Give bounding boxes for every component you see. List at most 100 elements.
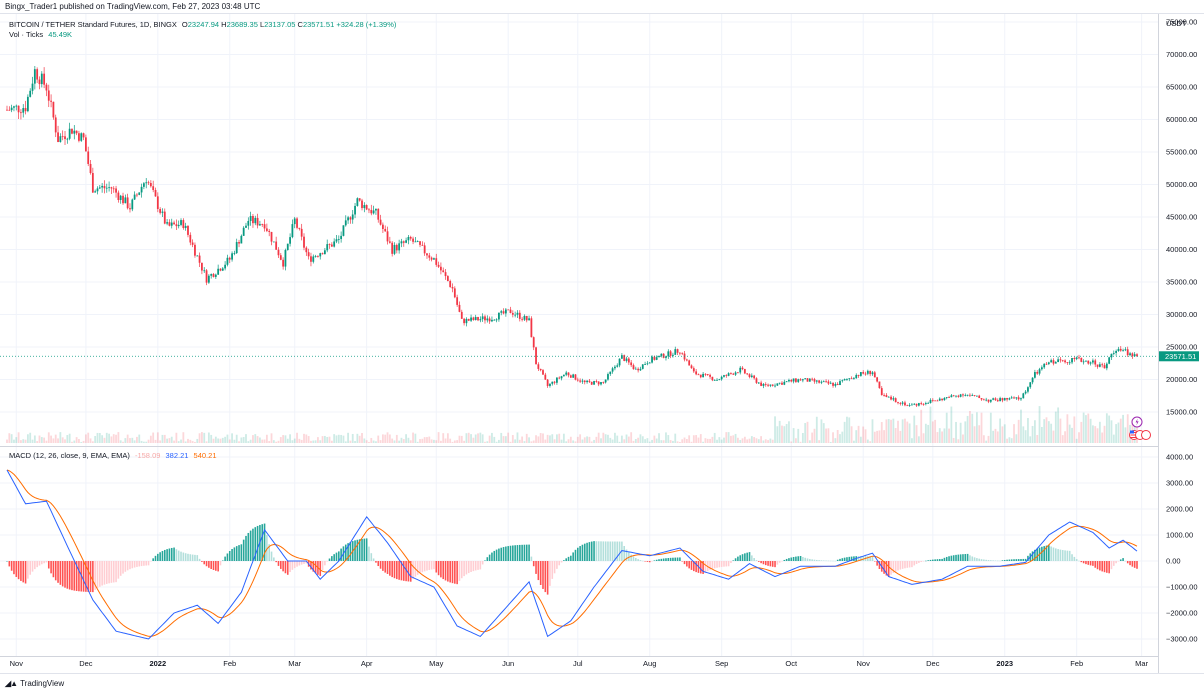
volume-bar (463, 440, 466, 443)
volume-bar (525, 433, 528, 443)
candle-body (402, 241, 405, 243)
tradingview-logo-icon: ◢▲ (5, 679, 18, 688)
macd-histogram-bar (1129, 561, 1131, 566)
macd-histogram-bar (843, 557, 846, 561)
volume-bar (224, 436, 227, 443)
candle-body (214, 274, 217, 277)
candle-body (618, 358, 621, 366)
alert-icon[interactable] (1131, 416, 1143, 428)
macd-histogram-bar (980, 559, 983, 561)
macd-histogram-bar (1031, 551, 1034, 561)
candle-body (862, 372, 865, 374)
volume-bar (1066, 414, 1069, 443)
macd-histogram-bar (245, 535, 247, 561)
macd-histogram-bar (686, 561, 688, 567)
macd-histogram-bar (1001, 560, 1004, 561)
volume-bar (416, 441, 419, 443)
candle-body (776, 383, 779, 386)
candle-body (449, 281, 452, 288)
volume-bar (282, 435, 285, 443)
macd-histogram-bar (785, 558, 788, 561)
candle-body (829, 382, 832, 384)
macd-histogram-bar (115, 561, 117, 583)
macd-histogram-bar (699, 561, 702, 574)
macd-histogram-bar (894, 561, 897, 572)
candle-body (899, 403, 902, 404)
candle-body (774, 385, 776, 387)
volume-bar (604, 434, 607, 443)
symbol-legend: BITCOIN / TETHER Standard Futures, 1D, B… (9, 20, 396, 29)
volume-bar (149, 435, 152, 443)
macd-histogram-bar (203, 561, 206, 565)
macd-histogram-bar (1122, 558, 1124, 561)
volume-bar (1031, 425, 1034, 443)
macd-histogram-bar (430, 561, 433, 570)
volume-bar (799, 441, 802, 443)
volume-bar (344, 441, 347, 443)
macd-histogram-bar (256, 525, 259, 561)
candle-body (289, 237, 291, 244)
volume-bar (275, 441, 278, 443)
volume-bar (191, 441, 194, 443)
macd-histogram-bar (542, 561, 544, 589)
volume-bar (532, 440, 535, 443)
macd-histogram-bar (537, 561, 540, 581)
candle-body (474, 316, 477, 321)
grid-lines (0, 14, 1158, 656)
volume-bar (47, 432, 50, 443)
candle-body (855, 374, 858, 379)
macd-histogram-bar (971, 556, 974, 561)
volume-bar (957, 439, 960, 443)
time-axis[interactable]: Nov Dec 2022 Feb Mar Apr May Jun Jul Aug Sep Oct Nov… (10, 659, 1149, 668)
candle-body (927, 402, 930, 404)
volume-bar (1045, 417, 1048, 443)
volume-bar (655, 438, 658, 443)
close-value: 23571.51 (302, 20, 335, 29)
macd-histogram-bar (319, 561, 322, 576)
volume-bar (843, 421, 846, 443)
macd-histogram-bar (484, 560, 486, 561)
macd-axis[interactable]: 4000.003000.002000.001000.000.00−1000.00… (1166, 453, 1198, 644)
price-tick-label: 45000.00 (1166, 213, 1197, 222)
candle-body (409, 236, 412, 239)
candle-body (126, 197, 129, 209)
macd-histogram-bar (913, 561, 916, 566)
volume-bar (173, 440, 175, 443)
candle-body (61, 136, 64, 138)
price-axis[interactable]: 75000.0070000.0065000.0060000.0055000.00… (1166, 18, 1197, 417)
volume-bar (572, 440, 575, 443)
candle-body (1124, 349, 1127, 351)
macd-histogram-bar (528, 544, 530, 561)
volume-bar (674, 433, 677, 443)
candle-body (674, 349, 677, 355)
macd-histogram-bar (690, 561, 693, 570)
macd-histogram-bar (799, 555, 802, 561)
macd-histogram-bar (1003, 559, 1006, 561)
macd-histogram-bar (651, 561, 653, 562)
chart-canvas[interactable]: 75000.0070000.0065000.0060000.0055000.00… (0, 14, 1204, 673)
macd-histogram-bar (811, 559, 813, 561)
us-flag-icon[interactable] (1129, 430, 1151, 440)
candle-body (1126, 349, 1129, 356)
volume-bar (574, 441, 577, 443)
volume-bar (948, 428, 950, 443)
macd-histogram-bar (558, 561, 561, 566)
candle-body (504, 309, 507, 314)
candle-body (180, 220, 182, 225)
macd-histogram-bar (400, 561, 403, 581)
macd-histogram-bar (978, 558, 981, 561)
volume-bar (618, 441, 621, 443)
candle-body (1034, 372, 1036, 378)
macd-histogram-bar (398, 561, 400, 580)
brand[interactable]: ◢▲ TradingView (5, 679, 64, 688)
volume-bar (646, 438, 649, 443)
candle-body (259, 224, 261, 226)
currency-label: USDT (1166, 19, 1187, 28)
candle-body (1010, 397, 1013, 399)
macd-histogram-bar (150, 561, 152, 562)
macd-histogram-bar (447, 561, 449, 582)
volume-bar (119, 440, 122, 443)
volume-bar (569, 436, 572, 443)
macd-histogram-bar (809, 558, 811, 561)
macd-histogram-bar (442, 561, 445, 580)
